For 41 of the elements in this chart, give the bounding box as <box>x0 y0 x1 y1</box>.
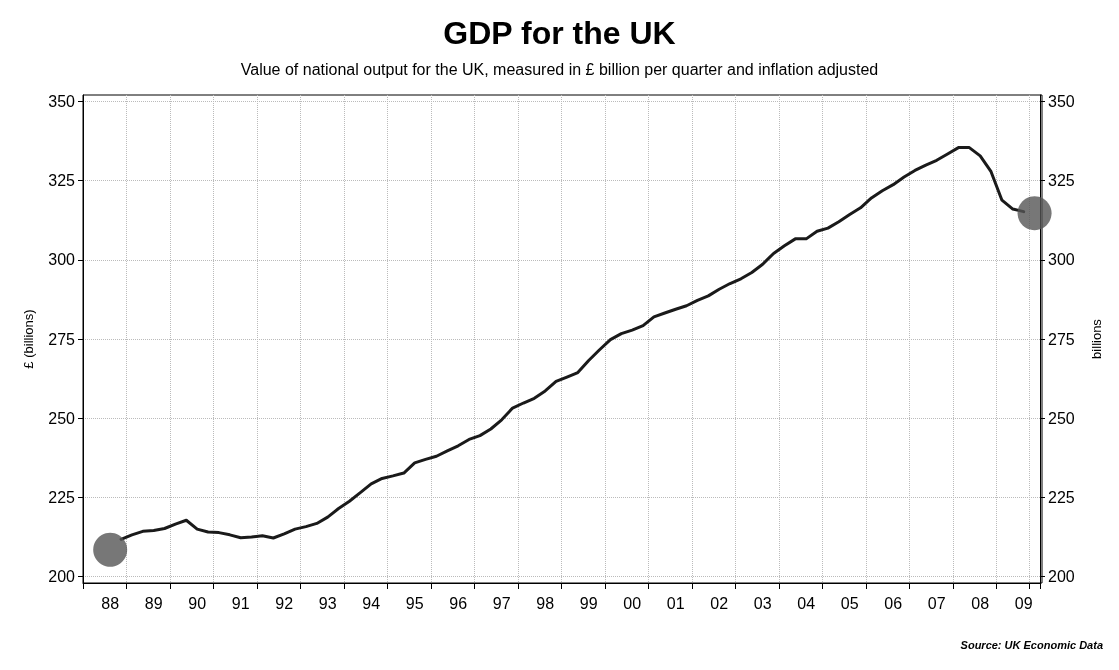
y2-tick-label: 300 <box>1048 251 1075 269</box>
x-tick-label: 04 <box>797 594 816 612</box>
y-tick-label: 225 <box>48 488 76 506</box>
x-tick-label: 94 <box>362 594 381 612</box>
y2-axis-title: billions <box>1089 318 1104 359</box>
x-tick-label: 88 <box>101 594 120 612</box>
x-tick-label: 96 <box>449 594 468 612</box>
y-tick-label: 250 <box>48 409 76 427</box>
x-tick-label: 95 <box>405 594 424 612</box>
y2-tick-label: 250 <box>1048 409 1075 427</box>
x-tick-label: 89 <box>144 594 163 612</box>
y-tick-label: 200 <box>48 568 76 586</box>
y2-tick-label: 225 <box>1048 488 1075 506</box>
y-tick-label: 350 <box>48 92 76 110</box>
x-tick-label: 99 <box>579 594 598 612</box>
x-tick-label: 08 <box>971 594 990 612</box>
x-tick-label: 02 <box>710 594 729 612</box>
x-tick-label: 06 <box>884 594 903 612</box>
y-axis-title: £ (billions) <box>21 309 36 369</box>
x-tick-label: 91 <box>231 594 250 612</box>
x-tick-label: 03 <box>753 594 772 612</box>
x-tick-label: 01 <box>666 594 685 612</box>
y2-tick-label: 200 <box>1048 568 1075 586</box>
chart-subtitle: Value of national output for the UK, measured in £ billion per quarter and inflation adjusted <box>240 60 879 78</box>
x-tick-label: 97 <box>492 594 511 612</box>
x-tick-label: 00 <box>623 594 642 612</box>
y-tick-label: 325 <box>48 172 76 190</box>
y-tick-label: 300 <box>48 251 76 269</box>
y-tick-label: 275 <box>48 330 76 348</box>
x-tick-label: 98 <box>536 594 555 612</box>
chart-title: GDP for the UK <box>443 15 676 51</box>
x-tick-label: 90 <box>188 594 207 612</box>
y2-tick-label: 275 <box>1048 330 1075 348</box>
x-tick-label: 92 <box>275 594 294 612</box>
x-tick-label: 07 <box>927 594 946 612</box>
source-note: Source: UK Economic Data <box>960 638 1103 651</box>
x-tick-label: 05 <box>840 594 859 612</box>
x-tick-label: 09 <box>1014 594 1033 612</box>
x-tick-label: 93 <box>318 594 337 612</box>
y2-tick-label: 325 <box>1048 172 1075 190</box>
y2-tick-label: 350 <box>1048 92 1075 110</box>
